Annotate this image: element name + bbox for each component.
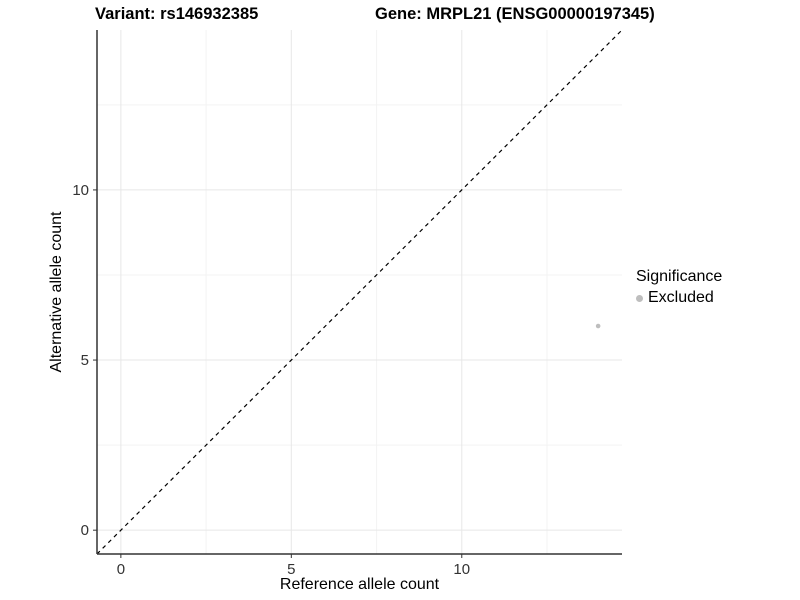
identity-line [97,30,622,554]
legend-item-excluded: Excluded [636,289,722,307]
variant-title: Variant: rs146932385 [95,5,259,23]
data-point-excluded [595,323,601,329]
x-tick-label: 5 [287,561,295,578]
legend: Significance Excluded [636,268,722,307]
gene-title: Gene: MRPL21 (ENSG00000197345) [375,5,655,23]
excluded-point-icon [636,294,643,302]
y-tick-label: 10 [72,182,89,199]
legend-item-label: Excluded [648,289,714,306]
y-tick-label: 0 [81,522,89,539]
x-tick-label: 10 [453,561,470,578]
x-axis-title: Reference allele count [279,576,440,593]
x-tick-label: 0 [117,561,125,578]
y-axis-title: Alternative allele count [48,211,65,373]
legend-title: Significance [636,268,723,285]
y-tick-label: 5 [81,352,89,369]
